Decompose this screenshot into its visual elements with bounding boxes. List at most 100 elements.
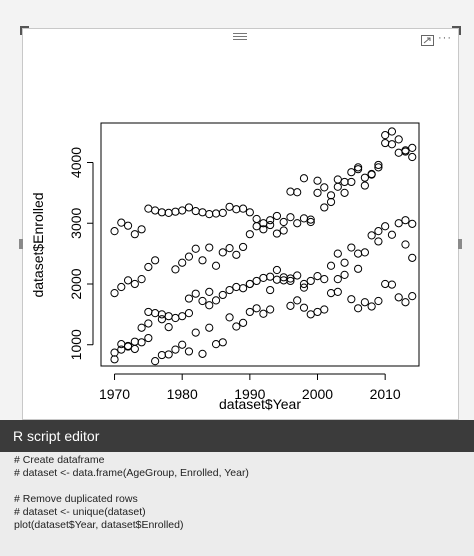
data-point bbox=[279, 217, 288, 227]
data-point bbox=[157, 310, 166, 319]
r-script-editor[interactable]: # Create dataframe # dataset <- data.fra… bbox=[0, 452, 474, 556]
resize-corner-handle[interactable] bbox=[452, 26, 461, 35]
data-point bbox=[211, 261, 221, 270]
data-point bbox=[178, 258, 187, 267]
data-point bbox=[320, 183, 329, 192]
data-point bbox=[299, 283, 309, 292]
more-options-icon[interactable]: ··· bbox=[438, 32, 452, 44]
data-point bbox=[110, 289, 119, 298]
data-point bbox=[144, 333, 153, 343]
data-point bbox=[218, 208, 227, 218]
editor-title: R script editor bbox=[13, 428, 100, 444]
data-point bbox=[178, 312, 187, 321]
data-point bbox=[225, 313, 234, 322]
data-point bbox=[394, 135, 403, 144]
data-point bbox=[191, 206, 200, 216]
data-point bbox=[232, 282, 241, 292]
data-point bbox=[144, 307, 153, 317]
data-point bbox=[408, 253, 417, 262]
y-tick-label: 4000 bbox=[68, 147, 84, 178]
data-point bbox=[137, 323, 146, 332]
data-point bbox=[374, 237, 383, 246]
data-point bbox=[225, 244, 234, 253]
data-point bbox=[211, 296, 221, 305]
data-point bbox=[144, 204, 153, 213]
data-point bbox=[272, 265, 282, 275]
data-point bbox=[123, 276, 133, 285]
r-visual-container[interactable]: ··· 1970 1980 1990 2000 2010 1000 2000 3000 400… bbox=[19, 26, 462, 420]
data-point bbox=[367, 231, 376, 240]
data-point bbox=[347, 168, 356, 177]
data-point bbox=[252, 222, 261, 231]
data-point bbox=[333, 275, 342, 284]
code-line: # Create dataframe bbox=[14, 454, 105, 466]
data-point bbox=[259, 273, 268, 283]
data-point bbox=[286, 187, 295, 196]
drag-grip-icon[interactable] bbox=[233, 33, 247, 41]
data-point bbox=[184, 294, 194, 303]
data-point bbox=[381, 131, 390, 140]
code-line: # dataset <- data.frame(AgeGroup, Enroll… bbox=[14, 467, 249, 479]
data-point bbox=[198, 208, 207, 217]
data-point bbox=[326, 197, 336, 207]
data-point bbox=[408, 143, 417, 153]
data-point bbox=[360, 248, 369, 257]
data-point bbox=[299, 279, 309, 289]
data-point bbox=[232, 205, 241, 214]
data-point bbox=[313, 307, 322, 317]
data-point bbox=[151, 256, 160, 265]
data-point bbox=[299, 174, 309, 183]
data-point bbox=[374, 160, 383, 170]
data-point bbox=[340, 177, 349, 187]
data-point bbox=[137, 275, 146, 284]
data-point bbox=[211, 340, 221, 349]
x-tick-label: 1990 bbox=[234, 386, 265, 402]
focus-mode-icon[interactable] bbox=[421, 33, 434, 46]
data-point bbox=[394, 219, 403, 228]
data-point bbox=[157, 208, 166, 217]
data-point bbox=[326, 261, 336, 270]
data-point bbox=[225, 285, 234, 295]
data-point bbox=[191, 289, 200, 298]
data-point bbox=[299, 214, 309, 223]
data-point bbox=[157, 350, 166, 360]
data-point bbox=[272, 275, 282, 284]
data-point bbox=[347, 177, 356, 187]
data-point bbox=[252, 214, 261, 224]
data-point bbox=[225, 202, 234, 211]
data-point bbox=[110, 355, 119, 364]
data-point bbox=[205, 323, 214, 332]
data-point bbox=[279, 226, 288, 235]
x-tick-label: 2010 bbox=[370, 386, 401, 402]
resize-left-handle[interactable] bbox=[19, 239, 23, 249]
data-point bbox=[178, 340, 187, 349]
data-point bbox=[130, 344, 139, 354]
x-tick-label: 2000 bbox=[302, 386, 333, 402]
data-point bbox=[354, 163, 363, 172]
data-point bbox=[387, 280, 397, 289]
r-script-editor-header[interactable]: R script editor bbox=[0, 420, 474, 452]
data-point bbox=[151, 309, 160, 318]
data-point bbox=[123, 341, 133, 351]
resize-right-handle[interactable] bbox=[458, 239, 462, 249]
data-point bbox=[259, 309, 268, 318]
data-point bbox=[218, 338, 227, 347]
resize-corner-handle[interactable] bbox=[20, 26, 29, 35]
data-point bbox=[401, 216, 410, 225]
data-point bbox=[245, 230, 254, 239]
data-point bbox=[144, 262, 153, 272]
code-line bbox=[14, 480, 474, 493]
data-point bbox=[252, 276, 261, 286]
data-point bbox=[293, 296, 302, 305]
data-point bbox=[218, 290, 227, 300]
data-point bbox=[238, 318, 248, 327]
data-point bbox=[252, 304, 261, 313]
data-point bbox=[320, 203, 329, 212]
data-point bbox=[333, 182, 342, 191]
data-point bbox=[333, 287, 342, 296]
data-point bbox=[394, 293, 403, 302]
data-point bbox=[110, 348, 119, 357]
data-point bbox=[401, 147, 410, 156]
data-point bbox=[171, 207, 180, 216]
data-point bbox=[238, 242, 248, 252]
